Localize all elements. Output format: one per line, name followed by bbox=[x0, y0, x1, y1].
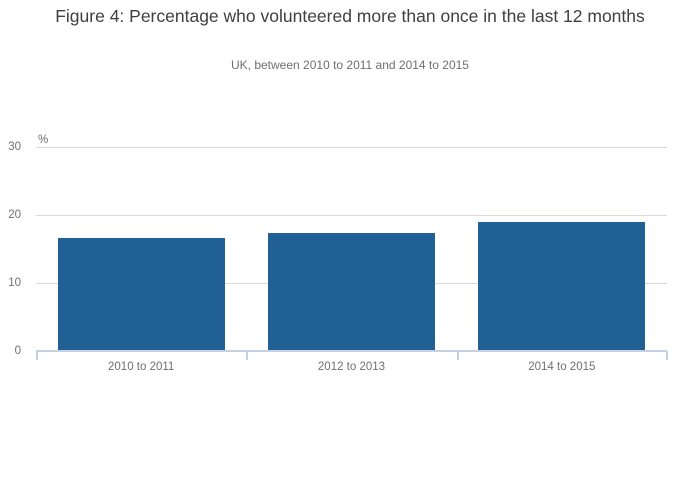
y-axis-tick-label-30: 30 bbox=[8, 141, 21, 153]
y-axis-tick-label-0: 0 bbox=[14, 345, 21, 357]
x-axis-tick bbox=[246, 351, 249, 360]
x-axis-label-2014-to-2015: 2014 to 2015 bbox=[528, 361, 596, 373]
bar-2014-to-2015 bbox=[478, 221, 646, 351]
chart-title: Figure 4: Percentage who volunteered mor… bbox=[55, 6, 645, 26]
y-axis-unit-label: % bbox=[38, 134, 49, 146]
y-axis-tick-label-20: 20 bbox=[8, 209, 21, 221]
bar-2010-to-2011 bbox=[57, 238, 225, 351]
plot-area: 2010 to 2011 2012 to 2013 2014 to 2015 bbox=[36, 146, 668, 373]
x-axis-label-2010-to-2011: 2010 to 2011 bbox=[108, 361, 175, 373]
gridline-20 bbox=[36, 214, 667, 216]
x-axis-line bbox=[36, 350, 667, 352]
x-axis-tick bbox=[456, 351, 459, 360]
x-axis-label-2012-to-2013: 2012 to 2013 bbox=[317, 361, 386, 373]
bar-2012-to-2013 bbox=[268, 233, 435, 351]
chart-subtitle: UK, between 2010 to 2011 and 2014 to 201… bbox=[231, 58, 469, 72]
x-axis-tick bbox=[36, 351, 38, 360]
gridline-30 bbox=[36, 146, 667, 148]
y-axis-tick-label-10: 10 bbox=[8, 277, 21, 289]
x-axis-tick bbox=[665, 351, 668, 360]
